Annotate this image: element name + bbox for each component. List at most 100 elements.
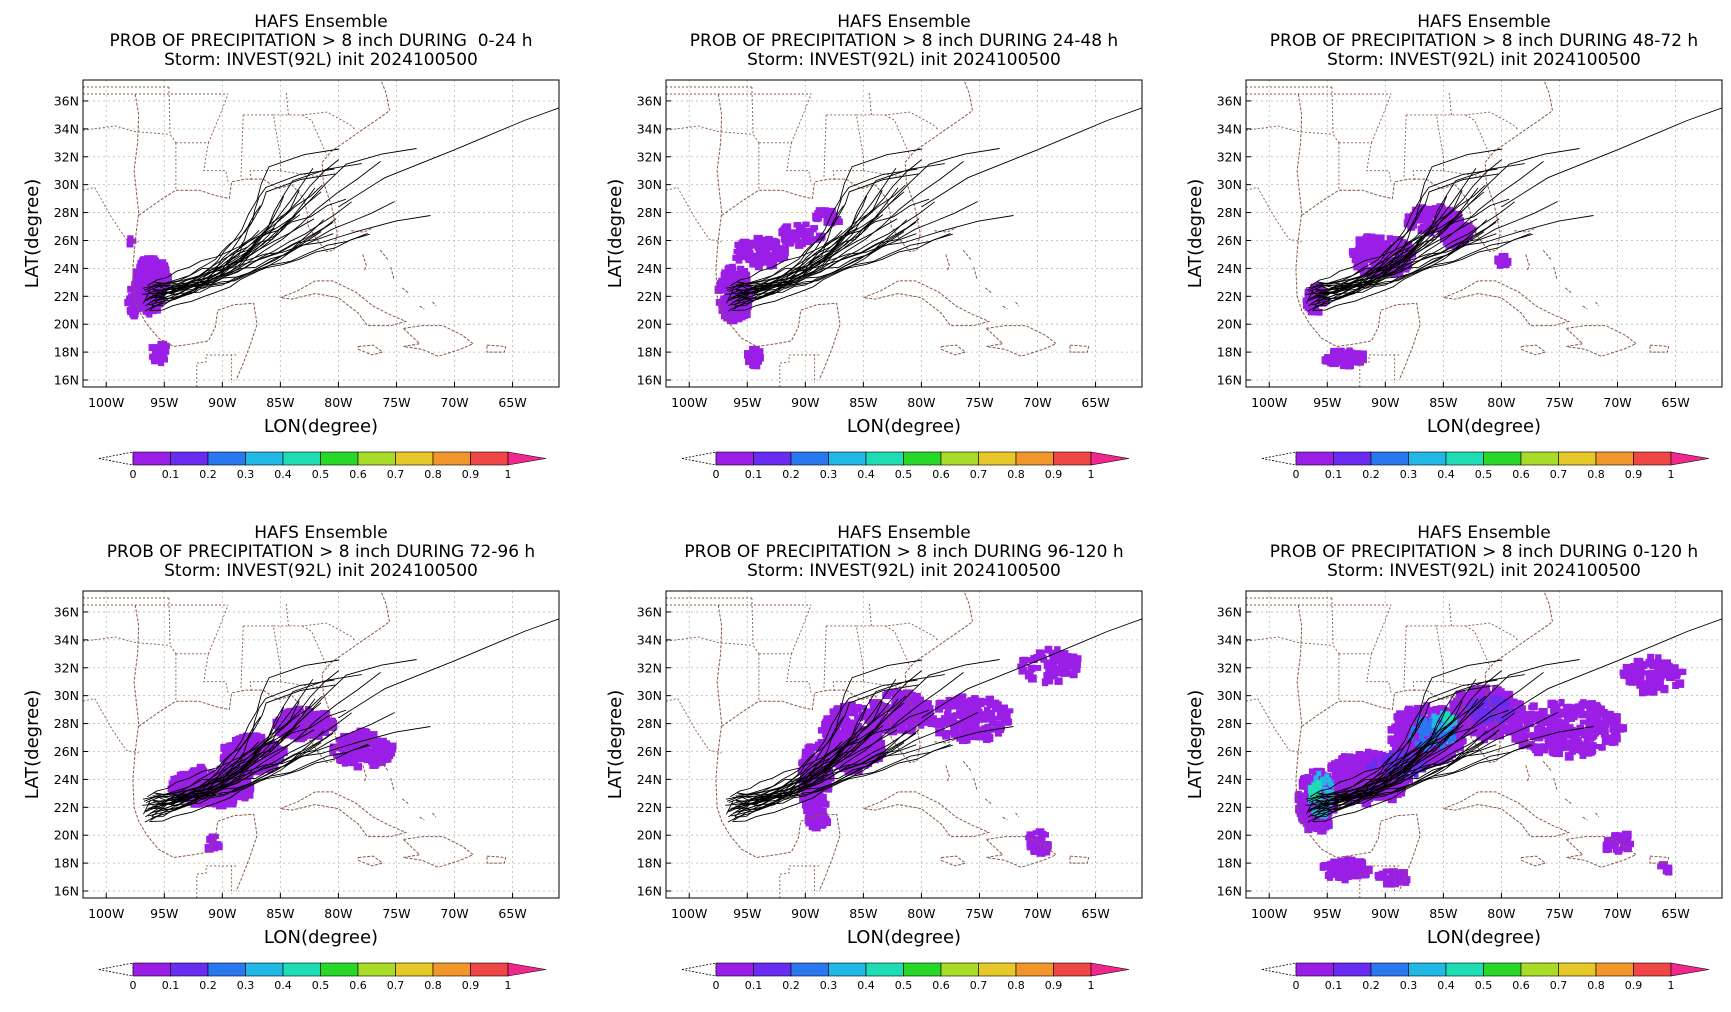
precip-cell bbox=[827, 216, 837, 226]
state-border bbox=[790, 93, 812, 143]
precip-cell bbox=[354, 752, 364, 758]
precip-cell bbox=[1657, 863, 1666, 870]
precip-cell bbox=[822, 801, 830, 808]
precip-cell-high bbox=[1312, 809, 1318, 815]
coastline-bahamas bbox=[401, 798, 410, 805]
precip-cell bbox=[906, 697, 915, 704]
state-border bbox=[823, 114, 827, 180]
precip-cell bbox=[1518, 711, 1528, 717]
precip-cell bbox=[177, 772, 187, 781]
precip-cell-high bbox=[1312, 782, 1318, 788]
precip-cell bbox=[259, 752, 268, 759]
precip-cell bbox=[1466, 723, 1476, 730]
map-layer bbox=[1246, 80, 1722, 387]
precip-cell bbox=[1607, 718, 1617, 725]
precip-cell bbox=[1499, 726, 1509, 735]
precip-cell bbox=[1457, 696, 1465, 703]
coastline bbox=[403, 836, 475, 868]
precip-cell bbox=[947, 717, 956, 724]
precip-cell bbox=[304, 706, 312, 715]
precip-cell bbox=[971, 701, 980, 710]
ensemble-track bbox=[737, 712, 978, 796]
precip-cell bbox=[1337, 871, 1346, 879]
coastline bbox=[138, 81, 391, 253]
colorbar-tick-label: 0.2 bbox=[782, 979, 800, 992]
coastline bbox=[721, 81, 974, 253]
precip-cell bbox=[933, 717, 942, 726]
precip-cell bbox=[908, 727, 916, 735]
precip-cell bbox=[1494, 686, 1502, 693]
precip-cell bbox=[862, 761, 872, 768]
precip-cell bbox=[1388, 870, 1396, 880]
y-tick-label: 26N bbox=[1217, 233, 1242, 248]
precip-cell bbox=[293, 715, 301, 721]
precip-cell bbox=[870, 700, 877, 709]
precip-cell bbox=[1362, 798, 1372, 808]
ensemble-track bbox=[151, 702, 322, 817]
y-axis-label: LAT(degree) bbox=[22, 179, 43, 288]
precip-cell bbox=[1369, 234, 1380, 243]
ensemble-track bbox=[147, 167, 314, 306]
ensemble-track bbox=[1310, 167, 1477, 306]
precip-cell bbox=[1367, 238, 1375, 247]
x-tick-label: 100W bbox=[671, 395, 707, 410]
coastline bbox=[1069, 344, 1090, 353]
precip-cell-high bbox=[1326, 777, 1332, 783]
precip-cell bbox=[1552, 718, 1563, 727]
precip-cell bbox=[1332, 348, 1341, 355]
ensemble-track bbox=[151, 670, 340, 808]
precip-cell bbox=[219, 791, 227, 801]
precip-cell bbox=[360, 734, 368, 741]
precip-cell bbox=[246, 740, 256, 749]
country-border bbox=[231, 354, 237, 383]
precip-cell bbox=[1454, 217, 1465, 226]
x-tick-label: 80W bbox=[324, 906, 352, 921]
coastline-bahamas bbox=[934, 227, 957, 233]
precip-cell bbox=[1343, 858, 1351, 864]
precip-cell bbox=[220, 744, 230, 751]
precip-cell bbox=[1591, 703, 1602, 712]
precip-cell bbox=[377, 737, 387, 746]
precip-cell-high bbox=[1314, 812, 1320, 818]
x-tick-label: 85W bbox=[849, 906, 877, 921]
precip-cell bbox=[812, 212, 822, 222]
precip-cell bbox=[736, 271, 747, 277]
precip-cell bbox=[1392, 745, 1402, 754]
colorbar: 0 0.1 0.2 0.3 0.4 0.5 0.6 0.7 0.8 0.9 1 bbox=[1261, 451, 1710, 481]
country-border bbox=[666, 186, 722, 243]
precip-cell bbox=[926, 712, 934, 718]
coastline bbox=[1566, 325, 1638, 357]
colorbar-segment bbox=[245, 451, 284, 466]
precip-cell bbox=[1575, 709, 1584, 717]
x-tick-label: 95W bbox=[1313, 395, 1341, 410]
precip-cell bbox=[1027, 664, 1036, 673]
precip-cell bbox=[1449, 700, 1460, 710]
ensemble-track bbox=[338, 618, 559, 719]
precip-cell bbox=[718, 305, 727, 314]
y-tick-label: 30N bbox=[1217, 177, 1242, 192]
y-tick-label: 34N bbox=[637, 121, 662, 136]
precip-cell bbox=[1556, 734, 1566, 742]
precip-cell bbox=[976, 699, 985, 708]
precip-cell bbox=[1054, 646, 1061, 654]
precip-cell bbox=[833, 705, 843, 714]
precip-cell bbox=[739, 238, 750, 246]
precip-cell bbox=[840, 727, 849, 735]
colorbar-segment bbox=[1333, 451, 1372, 466]
colorbar-tick-label: 0.1 bbox=[1325, 468, 1343, 481]
precip-cell bbox=[732, 254, 743, 261]
colorbar-over-triangle bbox=[1090, 962, 1130, 977]
precip-cell bbox=[1359, 254, 1366, 263]
precip-cell-high bbox=[1316, 770, 1322, 776]
precip-cell bbox=[1396, 710, 1405, 718]
ensemble-track bbox=[156, 187, 316, 292]
ensemble-track bbox=[155, 725, 301, 809]
y-tick-label: 18N bbox=[637, 345, 662, 360]
precip-cell bbox=[153, 267, 160, 277]
precip-cell bbox=[1024, 670, 1032, 680]
precip-cell-high bbox=[1403, 750, 1409, 756]
coastline-bahamas bbox=[362, 254, 367, 272]
precip-cell bbox=[1060, 669, 1071, 676]
colorbar-tick-label: 0 bbox=[713, 468, 720, 481]
